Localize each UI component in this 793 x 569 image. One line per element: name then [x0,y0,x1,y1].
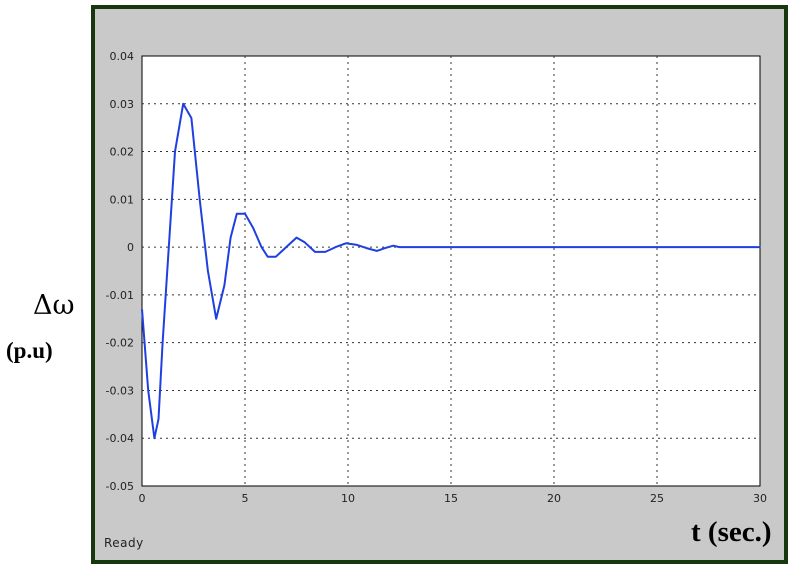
data-point [182,103,184,105]
y-tick-label: -0.03 [106,384,134,397]
data-point [409,246,411,248]
plot-area [141,55,761,487]
data-point [199,198,201,200]
data-point [355,244,357,246]
data-point [223,284,225,286]
data-point [260,246,263,248]
data-point [553,246,555,248]
y-tick-label: 0.04 [110,50,135,63]
data-point [285,246,287,248]
y-tick-label: -0.05 [106,480,134,493]
data-point [759,246,761,248]
x-tick-label: 20 [547,492,561,505]
ticks: 0 5 10 15 20 25 30 0.04 0.03 0.02 0.01 0 -0.01 -0.02 -… [106,50,767,505]
x-tick-label: 5 [242,492,249,505]
data-point [295,236,298,239]
y-tick-label: -0.04 [106,432,134,445]
data-point [267,256,269,258]
y-tick-label: 0.03 [110,98,135,111]
data-point [335,246,337,248]
x-tick-label: 25 [650,492,664,505]
series [141,102,761,440]
data-point [207,270,209,272]
data-point [252,227,254,229]
data-point [398,246,401,248]
x-tick-label: 0 [139,492,146,505]
x-axis-label: t (sec.) [691,516,772,548]
data-point [429,246,431,248]
data-point [157,418,160,420]
data-point [365,247,368,249]
data-point [215,318,217,320]
y-tick-label: -0.01 [106,289,134,302]
data-point [314,251,316,253]
y-tick-label: -0.02 [106,337,134,350]
y-axis-unit: (p.u) [6,338,53,363]
grid [142,56,760,486]
data-point [324,251,326,253]
data-point [304,241,306,243]
x-tick-label: 30 [753,492,767,505]
data-point [656,246,658,248]
data-point [236,213,238,215]
data-point [174,150,176,153]
data-point [244,213,246,215]
data-point [376,250,378,252]
data-point [190,117,193,119]
data-point [229,236,232,239]
data-point [162,342,164,344]
y-axis-symbol: Δω [33,290,75,321]
y-tick-label: 0 [127,241,134,254]
data-point [384,247,386,249]
data-point [141,308,143,310]
data-point [168,246,170,248]
data-point [275,256,277,258]
x-tick-label: 10 [341,492,355,505]
data-point [147,389,149,392]
data-point [153,437,155,439]
y-tick-label: 0.01 [110,193,135,206]
data-point [471,246,473,248]
status-text: Ready [104,536,144,550]
y-tick-label: 0.02 [110,146,135,159]
data-point [392,245,394,247]
data-point [345,242,347,244]
x-tick-label: 15 [444,492,458,505]
